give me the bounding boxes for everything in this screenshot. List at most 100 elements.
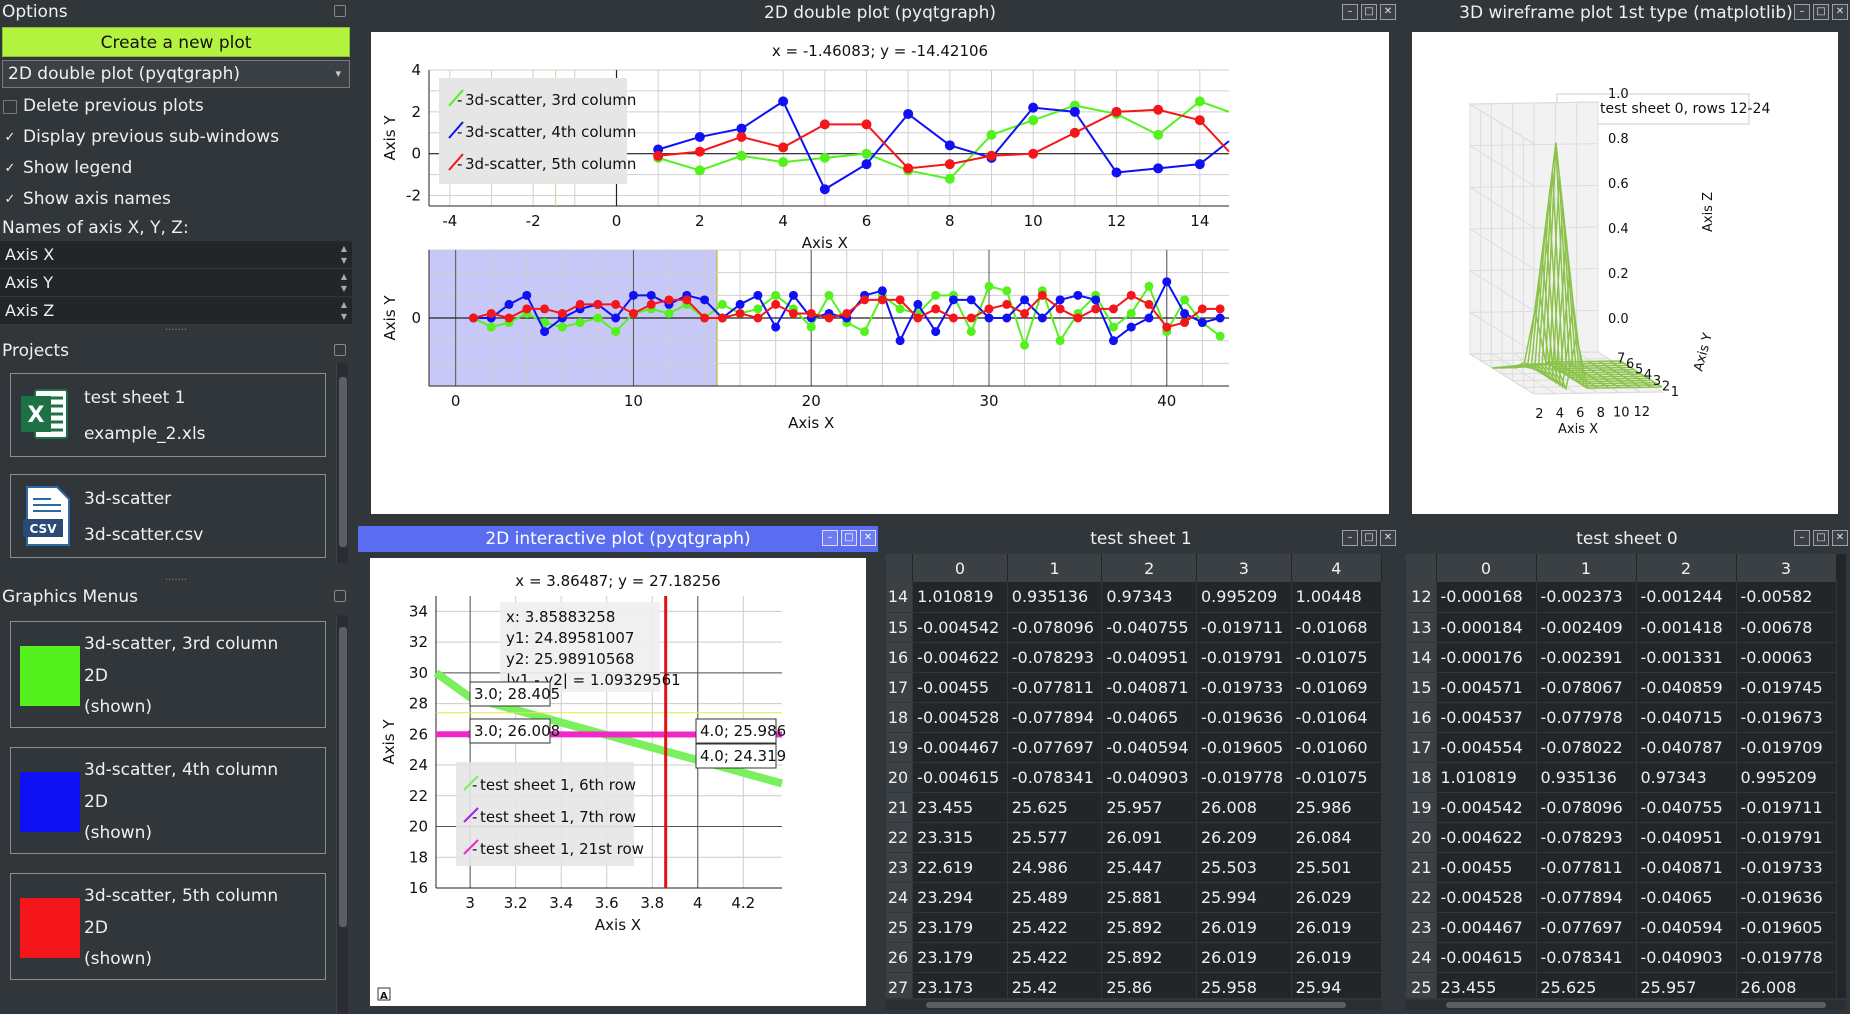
table-cell[interactable]: -0.002409: [1536, 612, 1637, 643]
table-cell[interactable]: -0.077697: [1536, 912, 1637, 943]
table-cell[interactable]: -0.001418: [1636, 612, 1737, 643]
column-header[interactable]: 1: [1536, 554, 1637, 582]
axis-name-input[interactable]: Axis Z ▲ ▼: [0, 297, 352, 325]
table-cell[interactable]: 26.019: [1196, 912, 1292, 943]
row-header[interactable]: 22: [1406, 882, 1437, 913]
table-cell[interactable]: -0.004528: [912, 702, 1008, 733]
projects-scrollbar[interactable]: [336, 363, 348, 563]
column-header[interactable]: 3: [1736, 554, 1837, 582]
float-dock-icon[interactable]: [334, 5, 346, 17]
row-header[interactable]: 12: [1406, 582, 1437, 613]
row-header[interactable]: 18: [1406, 762, 1437, 793]
table-cell[interactable]: -0.040903: [1101, 762, 1197, 793]
graphics-menu-item[interactable]: 3d-scatter, 3rd column 2D (shown): [10, 621, 326, 728]
row-header[interactable]: 23: [886, 852, 914, 883]
row-header[interactable]: 19: [1406, 792, 1437, 823]
row-header[interactable]: 14: [886, 582, 914, 613]
maximize-icon[interactable]: □: [1813, 530, 1829, 546]
splitter-handle[interactable]: .......: [164, 322, 188, 333]
table-cell[interactable]: -0.019791: [1736, 822, 1837, 853]
row-header[interactable]: 26: [886, 942, 914, 973]
table-cell[interactable]: 23.455: [1436, 972, 1537, 998]
row-header[interactable]: 24: [1406, 942, 1437, 973]
table-cell[interactable]: -0.019778: [1196, 762, 1292, 793]
table-corner[interactable]: [886, 554, 914, 582]
row-header[interactable]: 20: [1406, 822, 1437, 853]
table-cell[interactable]: 25.994: [1196, 882, 1292, 913]
double-plot-canvas[interactable]: x = -1.46083; y = -14.42106 -4 -2 0 2 4 6 8 10 12…: [371, 32, 1389, 514]
table-cell[interactable]: -0.077978: [1536, 702, 1637, 733]
table-cell[interactable]: -0.004622: [912, 642, 1008, 673]
table-cell[interactable]: -0.019709: [1736, 732, 1837, 763]
table-row[interactable]: 24 -0.004615 -0.078341 -0.040903 -0.019778: [1406, 942, 1837, 973]
table-cell[interactable]: 0.935136: [1007, 582, 1103, 613]
row-header[interactable]: 22: [886, 822, 914, 853]
maximize-icon[interactable]: □: [1361, 530, 1377, 546]
row-header[interactable]: 17: [886, 672, 914, 703]
table-cell[interactable]: 23.455: [912, 792, 1008, 823]
table-row[interactable]: 14 1.010819 0.935136 0.97343 0.995209 1.00448: [886, 582, 1382, 613]
wireframe-titlebar[interactable]: 3D wireframe plot 1st type (matplotlib) …: [1402, 0, 1850, 26]
table-cell[interactable]: 23.173: [912, 972, 1008, 998]
option-checkbox-row[interactable]: ✓ Display previous sub-windows: [0, 122, 352, 153]
table-cell[interactable]: -0.004542: [912, 612, 1008, 643]
spin-arrows-icon[interactable]: ▲ ▼: [340, 244, 348, 265]
table-cell[interactable]: 26.008: [1196, 792, 1292, 823]
table-cell[interactable]: 25.625: [1536, 972, 1637, 998]
close-icon[interactable]: ✕: [1832, 530, 1848, 546]
table-cell[interactable]: 26.029: [1291, 882, 1382, 913]
table-cell[interactable]: -0.00582: [1736, 582, 1837, 613]
row-header[interactable]: 18: [886, 702, 914, 733]
table-cell[interactable]: -0.078341: [1007, 762, 1103, 793]
spin-arrows-icon[interactable]: ▲ ▼: [340, 300, 348, 321]
axis-name-input[interactable]: Axis Y ▲ ▼: [0, 269, 352, 297]
column-header[interactable]: 0: [1436, 554, 1537, 582]
table-cell[interactable]: -0.00678: [1736, 612, 1837, 643]
table-sheet0[interactable]: 0 1 2 3 12 -0.000168 -0.002373 -0.001244 -0.0058…: [1406, 554, 1846, 998]
table-row[interactable]: 19 -0.004542 -0.078096 -0.040755 -0.019711: [1406, 792, 1837, 823]
table-cell[interactable]: -0.04065: [1101, 702, 1197, 733]
table-cell[interactable]: 0.935136: [1536, 762, 1637, 793]
table-cell[interactable]: 0.995209: [1736, 762, 1837, 793]
row-header[interactable]: 24: [886, 882, 914, 913]
row-header[interactable]: 27: [886, 972, 914, 998]
table-cell[interactable]: -0.077894: [1536, 882, 1637, 913]
color-swatch[interactable]: [20, 772, 80, 832]
table-cell[interactable]: -0.077697: [1007, 732, 1103, 763]
table-cell[interactable]: -0.000168: [1436, 582, 1537, 613]
table-row[interactable]: 17 -0.00455 -0.077811 -0.040871 -0.019733 -0.…: [886, 672, 1382, 703]
table-cell[interactable]: 25.892: [1101, 942, 1197, 973]
minimize-icon[interactable]: –: [1794, 530, 1810, 546]
column-header[interactable]: 0: [912, 554, 1008, 582]
table-cell[interactable]: -0.004537: [1436, 702, 1537, 733]
column-header[interactable]: 1: [1007, 554, 1103, 582]
table-cell[interactable]: -0.019636: [1736, 882, 1837, 913]
table-cell[interactable]: -0.004615: [912, 762, 1008, 793]
table-cell[interactable]: -0.077811: [1536, 852, 1637, 883]
table-sheet0-titlebar[interactable]: test sheet 0 – □ ✕: [1404, 526, 1850, 552]
wireframe-canvas[interactable]: test sheet 0, rows 12-24 2 4 6 8 10 12 1 2 3 4 5 6 7 1…: [1412, 32, 1838, 514]
table-cell[interactable]: -0.019605: [1196, 732, 1292, 763]
table-cell[interactable]: -0.077894: [1007, 702, 1103, 733]
color-swatch[interactable]: [20, 898, 80, 958]
table-cell[interactable]: -0.00455: [1436, 852, 1537, 883]
row-header[interactable]: 21: [1406, 852, 1437, 883]
table-row[interactable]: 19 -0.004467 -0.077697 -0.040594 -0.019605 -0…: [886, 732, 1382, 763]
table-row[interactable]: 17 -0.004554 -0.078022 -0.040787 -0.019709: [1406, 732, 1837, 763]
column-header[interactable]: 3: [1196, 554, 1292, 582]
minimize-icon[interactable]: –: [1342, 530, 1358, 546]
table-cell[interactable]: 25.986: [1291, 792, 1382, 823]
table-cell[interactable]: 25.501: [1291, 852, 1382, 883]
table-cell[interactable]: -0.004554: [1436, 732, 1537, 763]
table-cell[interactable]: -0.019778: [1736, 942, 1837, 973]
table-cell[interactable]: -0.01068: [1291, 612, 1382, 643]
color-swatch[interactable]: [20, 646, 80, 706]
legend-box[interactable]: [439, 78, 627, 184]
table-cell[interactable]: -0.004615: [1436, 942, 1537, 973]
row-header[interactable]: 25: [1406, 972, 1437, 998]
table-cell[interactable]: 25.881: [1101, 882, 1197, 913]
create-plot-button[interactable]: Create a new plot: [2, 27, 350, 57]
axis-name-input[interactable]: Axis X ▲ ▼: [0, 241, 352, 269]
table-row[interactable]: 27 23.173 25.42 25.86 25.958 25.94: [886, 972, 1382, 998]
table-row[interactable]: 23 -0.004467 -0.077697 -0.040594 -0.019605: [1406, 912, 1837, 943]
